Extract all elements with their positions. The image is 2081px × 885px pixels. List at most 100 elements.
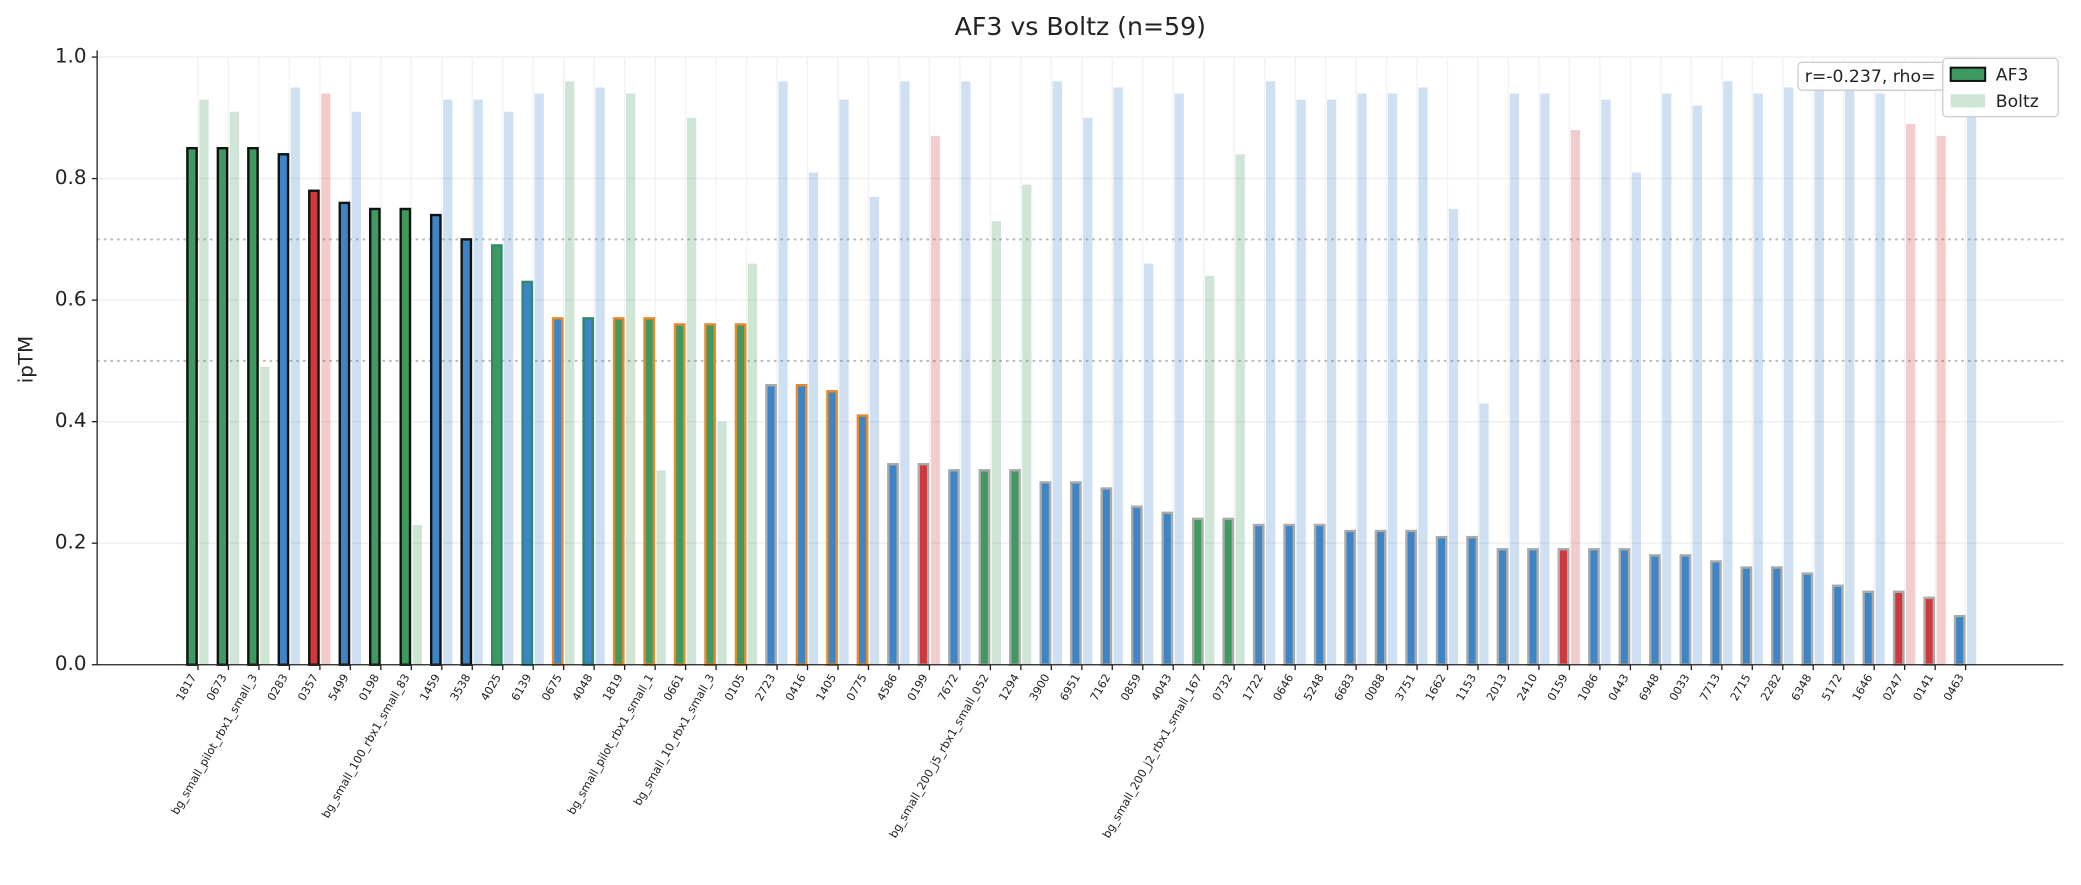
- af3-bar: [1557, 548, 1570, 666]
- x-tick-label: 0283: [265, 672, 291, 703]
- boltz-bar: [412, 524, 422, 665]
- boltz-bar: [1052, 81, 1062, 665]
- boltz-bar: [961, 81, 971, 665]
- boltz-bar: [839, 99, 849, 665]
- x-tick-label: 7713: [1697, 672, 1723, 703]
- af3-bar: [978, 469, 991, 666]
- af3-bar: [1649, 554, 1661, 666]
- boltz-bar: [1418, 87, 1428, 665]
- af3-bar: [612, 317, 625, 666]
- y-tick-label: 0.2: [55, 531, 87, 554]
- boltz-bar: [1875, 93, 1885, 665]
- af3-bar: [1069, 481, 1082, 666]
- af3-bar: [1435, 535, 1448, 666]
- af3-bar: [734, 323, 747, 666]
- af3-bar: [704, 323, 716, 666]
- x-tick-label: 1646: [1850, 672, 1876, 703]
- x-tick-label: 1722: [1240, 672, 1266, 703]
- x-tick-label: 0141: [1911, 672, 1937, 703]
- boltz-bar: [930, 136, 941, 665]
- boltz-bar: [1357, 93, 1367, 665]
- x-tick-label: 7162: [1088, 672, 1114, 703]
- boltz-bar: [1936, 136, 1946, 665]
- af3-bar: [490, 244, 503, 666]
- af3-bar: [765, 384, 777, 666]
- boltz-bar: [1479, 403, 1489, 665]
- boltz-bar: [1113, 87, 1123, 665]
- legend-swatch: [1950, 94, 1986, 108]
- af3-bar: [917, 463, 930, 666]
- x-tick-label: 2013: [1484, 672, 1510, 703]
- boltz-bar: [351, 111, 361, 665]
- boltz-bar: [199, 99, 209, 665]
- x-tick-label: 1817: [174, 672, 200, 703]
- x-tick-label: 4048: [570, 672, 596, 703]
- af3-bar: [429, 213, 442, 666]
- boltz-bar: [625, 93, 636, 665]
- boltz-bar: [1326, 99, 1337, 665]
- boltz-bar: [747, 263, 758, 665]
- x-tick-label: 0673: [204, 672, 230, 703]
- boltz-bar: [1509, 93, 1520, 665]
- af3-bar: [1252, 523, 1265, 666]
- boltz-bar: [1906, 123, 1916, 665]
- af3-bar: [1801, 572, 1814, 666]
- boltz-bar: [1387, 93, 1398, 665]
- x-tick-label: 4025: [478, 672, 504, 703]
- y-tick-label: 0.6: [55, 288, 87, 311]
- x-tick-label: 3751: [1393, 672, 1419, 703]
- annotation: r=-0.237, rho=: [1805, 67, 1936, 87]
- boltz-bar: [1570, 129, 1581, 665]
- boltz-bar: [1448, 208, 1459, 665]
- x-tick-label: 1086: [1576, 672, 1602, 703]
- boltz-bar: [808, 172, 819, 665]
- af3-bar: [1009, 469, 1021, 666]
- af3-bar: [1923, 596, 1936, 666]
- boltz-bar: [1144, 263, 1154, 665]
- x-tick-label: 0416: [783, 672, 809, 703]
- af3-bar: [216, 147, 229, 666]
- af3-bar: [1191, 517, 1204, 666]
- boltz-bar: [260, 366, 270, 665]
- boltz-bar: [1083, 117, 1093, 665]
- boltz-bar: [686, 117, 697, 665]
- x-tick-label: 2715: [1728, 672, 1754, 703]
- af3-bar: [247, 147, 259, 666]
- boltz-bar: [900, 81, 910, 665]
- af3-bar: [1283, 523, 1296, 666]
- af3-bar: [948, 469, 960, 666]
- af3-bar: [1344, 529, 1356, 666]
- x-tick-label: 0105: [722, 672, 748, 703]
- boltz-bar: [1022, 184, 1032, 665]
- x-tick-label: 0775: [844, 672, 870, 703]
- boltz-bar: [1966, 105, 1977, 665]
- x-tick-label: 0357: [296, 672, 322, 703]
- x-tick-label: 0646: [1271, 672, 1297, 703]
- af3-bar: [1710, 560, 1722, 666]
- legend-swatch: [1949, 66, 1987, 82]
- boltz-bar: [565, 81, 575, 665]
- boltz-bar: [473, 99, 483, 665]
- y-axis-label: ipTM: [14, 336, 37, 383]
- boltz-bar: [991, 221, 1001, 665]
- x-tick-label: 0088: [1362, 672, 1388, 703]
- af3-bar: [369, 207, 381, 666]
- boltz-bar: [1296, 99, 1306, 665]
- boltz-bar: [869, 196, 880, 665]
- x-tick-label: 1459: [417, 672, 443, 703]
- x-tick-label: 6683: [1332, 672, 1358, 703]
- boltz-bar: [290, 87, 301, 665]
- x-tick-label: 0033: [1667, 672, 1693, 703]
- y-tick-label: 0.8: [55, 166, 87, 189]
- boltz-bar: [656, 470, 666, 665]
- af3-bar: [338, 201, 351, 666]
- x-tick-label: 2723: [753, 672, 779, 703]
- af3-bar: [1892, 590, 1905, 666]
- af3-bar: [277, 153, 290, 666]
- x-tick-label: 0463: [1941, 672, 1967, 703]
- af3-bar: [1862, 590, 1875, 666]
- af3-bar: [1405, 529, 1417, 666]
- boltz-bar: [717, 421, 727, 665]
- af3-bar: [795, 384, 808, 666]
- boltz-bar: [1662, 93, 1672, 665]
